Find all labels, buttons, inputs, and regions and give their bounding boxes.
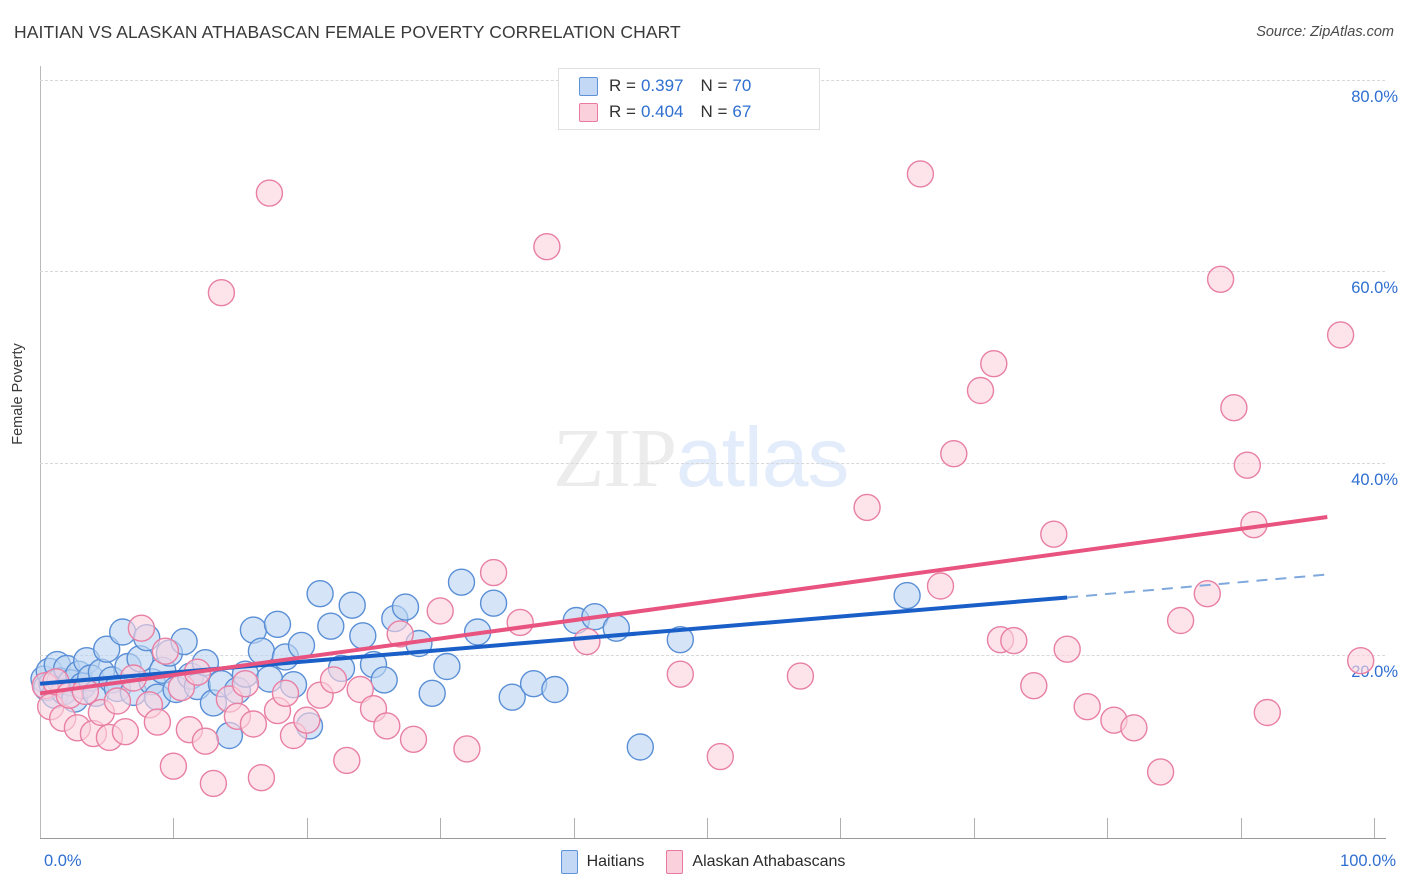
series-legend-item-athabascans[interactable]: Alaskan Athabascans (666, 850, 845, 874)
gridline-20 (40, 655, 1385, 656)
series-legend: Haitians Alaskan Athabascans (0, 850, 1406, 874)
r-key-haitians: R = (609, 76, 636, 95)
stats-legend: R = 0.397 N = 70 R = 0.404 N = 67 (558, 68, 820, 130)
page-title: HAITIAN VS ALASKAN ATHABASCAN FEMALE POV… (14, 22, 681, 42)
legend-swatch-haitians (579, 76, 598, 96)
x-axis-tick-90 (1240, 818, 1242, 838)
watermark-atlas: atlas (676, 410, 849, 504)
n-value-athabascans: 67 (732, 102, 752, 121)
x-axis-tick-80 (1107, 818, 1109, 838)
y-tick-label-20: 20.0% (1351, 663, 1398, 681)
y-axis-title: Female Poverty (10, 343, 26, 445)
gridline-40 (40, 463, 1385, 464)
x-axis-tick-30 (440, 818, 442, 838)
x-axis-tick-60 (840, 818, 842, 838)
y-axis-line (40, 66, 41, 838)
x-axis-tick-20 (306, 818, 308, 838)
x-axis-tick-70 (973, 818, 975, 838)
x-tick-label-max: 100.0% (1340, 852, 1396, 870)
n-value-haitians: 70 (732, 76, 752, 95)
n-key-athabascans: N = (700, 102, 728, 121)
r-key-athabascans: R = (609, 102, 636, 121)
x-axis-tick-10 (173, 818, 175, 838)
gridline-60 (40, 271, 1385, 272)
x-axis-tick-50 (707, 818, 708, 838)
zipatlas-watermark: ZIPatlas (553, 409, 849, 507)
r-value-athabascans: 0.404 (640, 102, 684, 121)
watermark-zip: ZIP (553, 412, 677, 505)
stats-legend-row-athabascans: R = 0.404 N = 67 (579, 99, 751, 125)
x-tick-label-min: 0.0% (44, 852, 82, 870)
x-axis-tick-100 (1374, 818, 1375, 838)
r-value-haitians: 0.397 (640, 76, 684, 95)
series-swatch-athabascans (666, 850, 684, 874)
legend-swatch-athabascans (579, 102, 598, 122)
y-tick-label-60: 60.0% (1351, 279, 1398, 297)
n-key-haitians: N = (700, 76, 728, 95)
x-axis-line (40, 838, 1386, 839)
x-axis-tick-40 (573, 818, 575, 838)
series-legend-item-haitians[interactable]: Haitians (560, 850, 645, 874)
series-label-haitians: Haitians (586, 853, 645, 870)
source-attribution: Source: ZipAtlas.com (1256, 24, 1394, 40)
plot-area (40, 66, 1385, 838)
y-tick-label-80: 80.0% (1351, 88, 1398, 106)
series-label-athabascans: Alaskan Athabascans (692, 853, 846, 870)
stats-legend-row-haitians: R = 0.397 N = 70 (579, 73, 751, 99)
series-swatch-haitians (560, 850, 578, 874)
y-tick-label-40: 40.0% (1351, 471, 1398, 489)
